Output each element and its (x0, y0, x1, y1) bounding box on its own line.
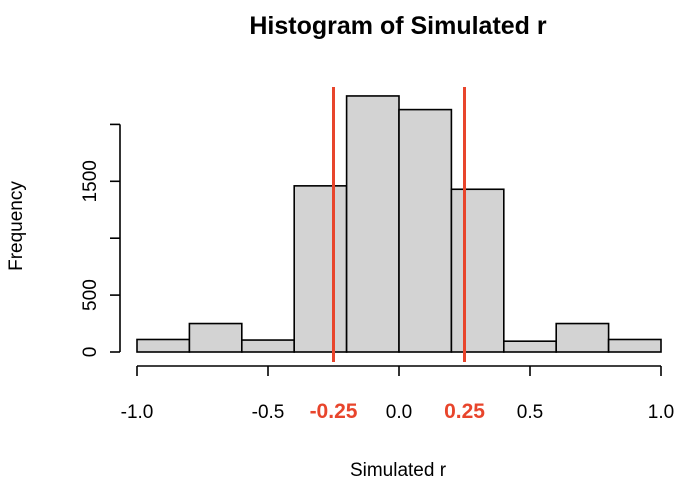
histogram-bar (502, 340, 557, 353)
bars-group (136, 95, 662, 353)
x-axis: -1.0 -0.5 0.0 0.5 1.0 (121, 365, 674, 423)
histogram-bar (293, 185, 348, 353)
reference-lines-group: -0.25 0.25 (310, 87, 485, 423)
y-tick-label: 500 (80, 279, 101, 311)
x-tick-label: -0.5 (252, 402, 285, 423)
histogram-bar (398, 108, 453, 353)
reference-line-label: 0.25 (444, 400, 485, 423)
x-tick-label: 0.5 (517, 402, 543, 423)
histogram-bar (188, 322, 243, 353)
histogram-bar (136, 338, 191, 353)
y-axis-label: Frequency (6, 181, 27, 271)
x-axis-label: Simulated r (350, 460, 447, 481)
y-tick-label: 0 (80, 347, 101, 358)
y-axis: 0 500 1500 (80, 123, 121, 358)
x-tick-label: 0.0 (386, 402, 412, 423)
histogram-bar (607, 338, 662, 353)
x-tick-label: 1.0 (648, 402, 674, 423)
chart-title: Histogram of Simulated r (249, 12, 547, 40)
y-tick-label: 1500 (80, 160, 101, 202)
histogram-bar (450, 188, 505, 353)
x-tick-label: -1.0 (121, 402, 154, 423)
reference-line-label: -0.25 (310, 400, 358, 423)
histogram-bar (555, 322, 610, 353)
histogram-bar (241, 339, 296, 353)
histogram-bar (345, 95, 400, 353)
